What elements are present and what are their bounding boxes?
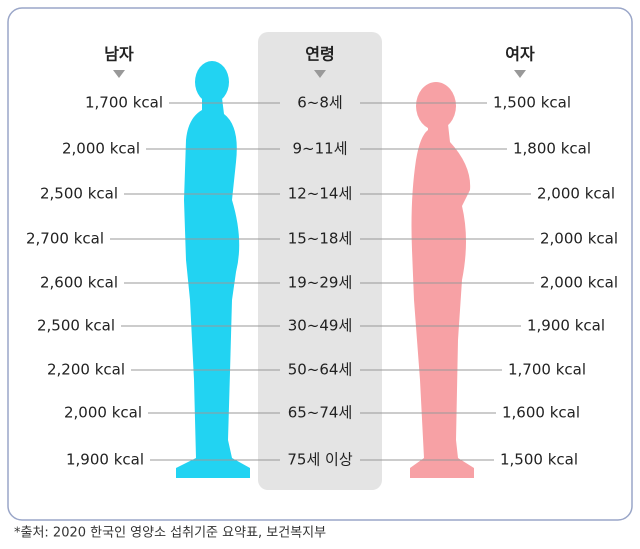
female-kcal: 1,500 kcal bbox=[493, 94, 571, 112]
female-kcal: 1,900 kcal bbox=[527, 317, 605, 335]
female-kcal: 1,700 kcal bbox=[508, 361, 586, 379]
age-column bbox=[258, 32, 382, 490]
age-label: 19~29세 bbox=[288, 274, 353, 292]
age-label: 6~8세 bbox=[297, 94, 342, 112]
age-label: 30~49세 bbox=[288, 317, 353, 335]
female-kcal: 1,500 kcal bbox=[500, 451, 578, 469]
age-label: 75세 이상 bbox=[287, 451, 352, 469]
male-kcal: 2,500 kcal bbox=[40, 185, 118, 203]
male-kcal: 2,700 kcal bbox=[26, 230, 104, 248]
female-kcal: 1,800 kcal bbox=[513, 140, 591, 158]
male-kcal: 2,000 kcal bbox=[62, 140, 140, 158]
female-kcal: 2,000 kcal bbox=[540, 230, 618, 248]
male-kcal: 2,500 kcal bbox=[37, 317, 115, 335]
female-kcal: 1,600 kcal bbox=[502, 404, 580, 422]
female-kcal: 2,000 kcal bbox=[537, 185, 615, 203]
male-kcal: 1,900 kcal bbox=[66, 451, 144, 469]
male-kcal: 1,700 kcal bbox=[85, 94, 163, 112]
age-header: 연령 bbox=[305, 45, 334, 64]
age-label: 15~18세 bbox=[288, 230, 353, 248]
age-label: 9~11세 bbox=[293, 140, 348, 158]
male-kcal: 2,600 kcal bbox=[40, 274, 118, 292]
header-arrows bbox=[113, 70, 526, 78]
female-kcal: 2,000 kcal bbox=[540, 274, 618, 292]
source: *출처: 2020 한국인 영양소 섭취기준 요약표, 보건복지부 bbox=[14, 526, 326, 541]
male-kcal: 2,000 kcal bbox=[64, 404, 142, 422]
female-silhouette bbox=[410, 82, 474, 478]
age-label: 65~74세 bbox=[288, 404, 353, 422]
age-label: 12~14세 bbox=[288, 185, 353, 203]
male-silhouette bbox=[176, 61, 250, 478]
female-header: 여자 bbox=[505, 45, 535, 64]
age-label: 50~64세 bbox=[288, 361, 353, 379]
male-header: 남자 bbox=[104, 45, 134, 64]
male-kcal: 2,200 kcal bbox=[47, 361, 125, 379]
